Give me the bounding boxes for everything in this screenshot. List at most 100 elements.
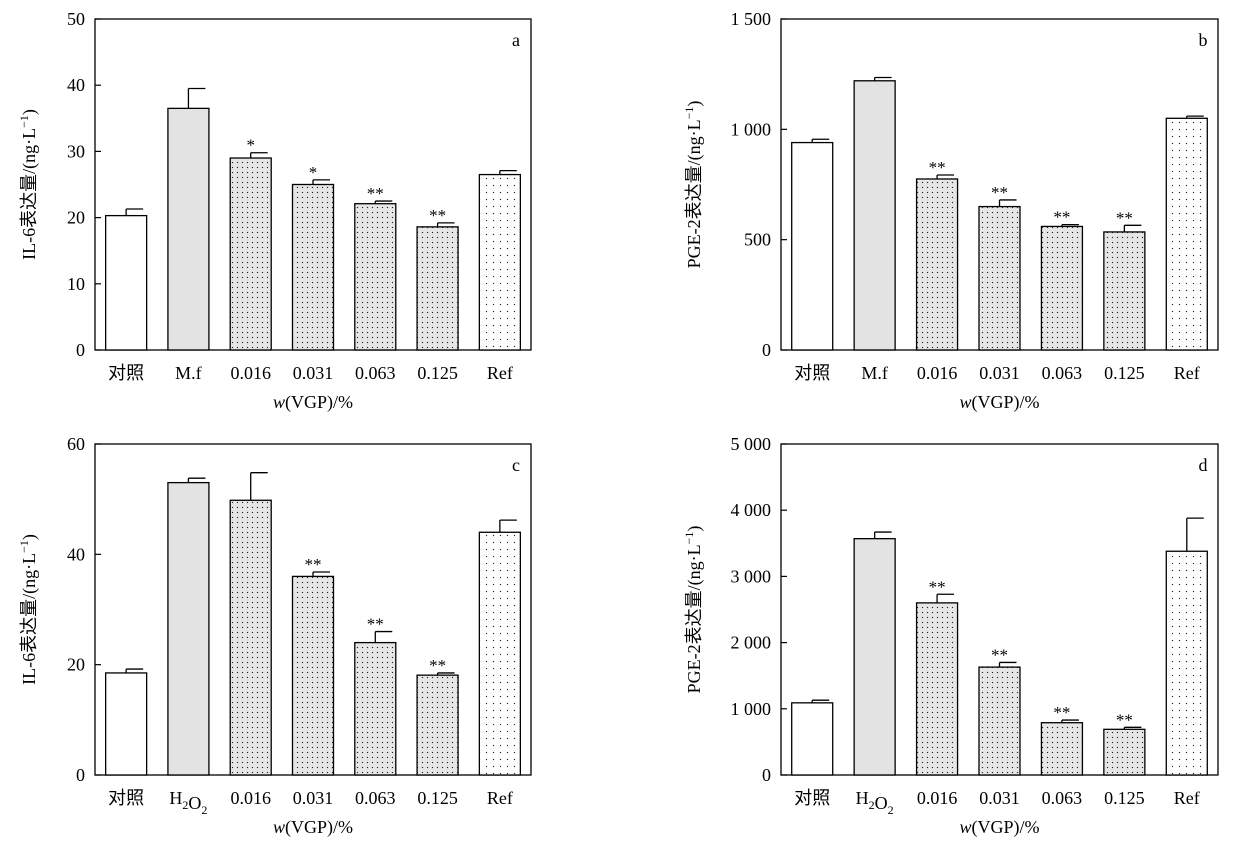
x-tick-label: M.f bbox=[861, 363, 888, 383]
x-tick-label: Ref bbox=[1174, 363, 1200, 383]
x-tick-label: 0.031 bbox=[979, 363, 1020, 383]
y-tick-label: 5 000 bbox=[731, 434, 772, 454]
bar bbox=[978, 666, 1021, 776]
y-tick-label: 4 000 bbox=[731, 500, 772, 520]
x-tick-label: 0.125 bbox=[417, 363, 458, 383]
bar bbox=[104, 214, 148, 351]
significance-mark: ** bbox=[1116, 710, 1133, 729]
bar bbox=[853, 80, 896, 351]
x-tick-label: 0.125 bbox=[417, 788, 458, 808]
y-tick-label: 0 bbox=[76, 340, 85, 360]
bar bbox=[416, 226, 459, 351]
bar bbox=[1165, 550, 1208, 776]
x-tick-label: Ref bbox=[487, 788, 513, 808]
panel-label: b bbox=[1199, 30, 1208, 50]
y-tick-label: 1 000 bbox=[731, 119, 772, 139]
bar bbox=[291, 575, 335, 776]
x-tick-label: Ref bbox=[1174, 788, 1200, 808]
y-tick-label: 1 500 bbox=[731, 9, 772, 29]
significance-mark: ** bbox=[429, 206, 446, 225]
chart-panel-d: 0 1 000 2 000 3 000 4 000 5 000 对照 H2O2 ** 0.016 *… bbox=[682, 434, 1219, 838]
x-tick-label: 0.016 bbox=[917, 788, 958, 808]
y-tick-label: 20 bbox=[67, 208, 85, 228]
significance-mark: ** bbox=[1053, 208, 1070, 227]
x-tick-label: 0.031 bbox=[293, 363, 334, 383]
chart-panel-b: 0 500 1 000 1 500 对照 M.f ** 0.016 ** 0.031 ** 0.063… bbox=[682, 9, 1219, 413]
y-tick-label: 10 bbox=[67, 274, 85, 294]
x-axis-label: w(VGP)/% bbox=[273, 817, 353, 838]
significance-mark: * bbox=[309, 163, 318, 182]
y-tick-label: 40 bbox=[67, 544, 85, 564]
bar bbox=[1165, 117, 1208, 351]
x-tick-label: 对照 bbox=[794, 788, 830, 808]
x-tick-label: 0.016 bbox=[230, 788, 271, 808]
bar bbox=[104, 672, 148, 776]
bar bbox=[1040, 225, 1084, 351]
bar bbox=[354, 203, 397, 351]
bar bbox=[915, 178, 959, 351]
x-tick-label: M.f bbox=[175, 363, 202, 383]
y-tick-label: 60 bbox=[67, 434, 85, 454]
bar bbox=[1103, 231, 1146, 351]
x-tick-label: 对照 bbox=[794, 363, 830, 383]
significance-mark: ** bbox=[367, 184, 384, 203]
panel-label: c bbox=[512, 455, 520, 475]
x-tick-label: H2O2 bbox=[856, 788, 894, 817]
y-tick-label: 20 bbox=[67, 655, 85, 675]
x-tick-label: 0.063 bbox=[1042, 788, 1083, 808]
bar bbox=[853, 538, 896, 776]
significance-mark: ** bbox=[367, 615, 384, 634]
y-axis-label: IL-6表达量/(ng·L−1) bbox=[17, 109, 40, 260]
significance-mark: ** bbox=[1116, 208, 1133, 227]
bar bbox=[1103, 728, 1146, 776]
y-tick-label: 40 bbox=[67, 75, 85, 95]
x-tick-label: 0.125 bbox=[1104, 788, 1145, 808]
x-tick-label: 对照 bbox=[108, 363, 144, 383]
panel-label: a bbox=[512, 30, 520, 50]
significance-mark: ** bbox=[991, 183, 1008, 202]
y-tick-label: 30 bbox=[67, 141, 85, 161]
bar bbox=[915, 602, 959, 776]
x-axis-label: w(VGP)/% bbox=[959, 817, 1039, 838]
y-tick-label: 500 bbox=[744, 230, 771, 250]
bar bbox=[1040, 722, 1084, 776]
y-tick-label: 1 000 bbox=[731, 699, 772, 719]
x-axis-label: w(VGP)/% bbox=[273, 392, 353, 413]
bar bbox=[791, 141, 834, 351]
y-tick-label: 0 bbox=[762, 340, 771, 360]
significance-mark: ** bbox=[929, 577, 946, 596]
y-tick-label: 2 000 bbox=[731, 633, 772, 653]
bar bbox=[978, 205, 1021, 351]
x-tick-label: 0.063 bbox=[355, 788, 396, 808]
bar bbox=[291, 183, 335, 351]
significance-mark: * bbox=[246, 136, 255, 155]
chart-panel-a: 0 10 20 30 40 50 对照 M.f * 0.016 * 0.031 ** 0.063 ** 0.1… bbox=[17, 9, 532, 413]
significance-mark: ** bbox=[929, 158, 946, 177]
x-tick-label: 0.031 bbox=[293, 788, 334, 808]
significance-mark: ** bbox=[429, 656, 446, 675]
x-tick-label: H2O2 bbox=[169, 788, 207, 817]
x-tick-label: 0.016 bbox=[917, 363, 958, 383]
y-axis-label: PGE-2表达量/(ng·L−1) bbox=[682, 526, 705, 694]
y-tick-label: 3 000 bbox=[731, 566, 772, 586]
x-tick-label: 对照 bbox=[108, 788, 144, 808]
bar bbox=[478, 173, 522, 351]
bar bbox=[354, 641, 397, 776]
panel-label: d bbox=[1199, 455, 1208, 475]
bar bbox=[478, 531, 522, 776]
significance-mark: ** bbox=[305, 555, 322, 574]
significance-mark: ** bbox=[1053, 703, 1070, 722]
x-tick-label: 0.031 bbox=[979, 788, 1020, 808]
chart-panel-c: 0 20 40 60 对照 H2O2 0.016 ** 0.031 ** 0.063 ** 0.125 R… bbox=[17, 434, 532, 838]
x-tick-label: 0.063 bbox=[355, 363, 396, 383]
x-axis-label: w(VGP)/% bbox=[959, 392, 1039, 413]
x-tick-label: Ref bbox=[487, 363, 513, 383]
significance-mark: ** bbox=[991, 645, 1008, 664]
x-tick-label: 0.063 bbox=[1042, 363, 1083, 383]
x-tick-label: 0.125 bbox=[1104, 363, 1145, 383]
bar bbox=[167, 481, 210, 776]
bar bbox=[791, 702, 834, 776]
y-tick-label: 0 bbox=[76, 765, 85, 785]
bar bbox=[167, 107, 210, 351]
